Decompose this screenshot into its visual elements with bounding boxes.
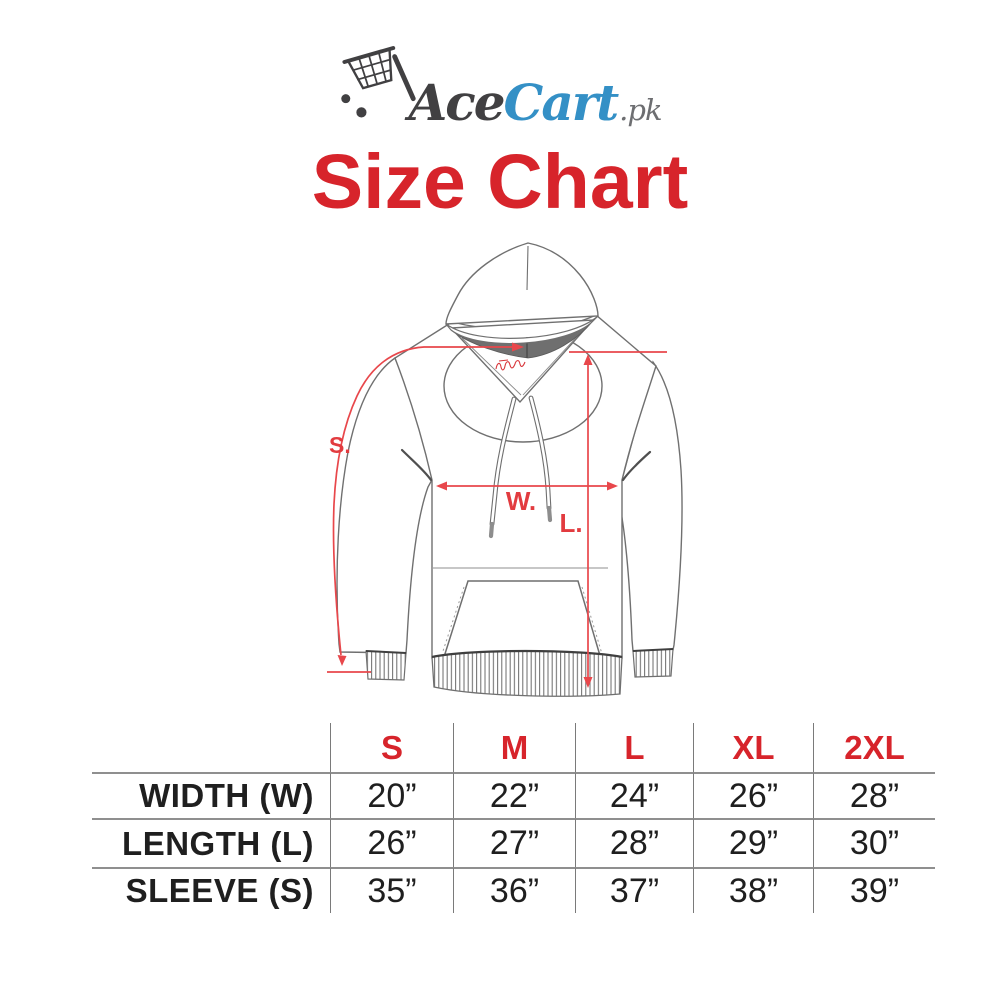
width-value-s: 20” bbox=[330, 772, 453, 818]
width-value-l: 24” bbox=[575, 772, 693, 818]
sleeve-value-xl: 38” bbox=[693, 867, 813, 913]
brand-logo: Ace Cart .pk bbox=[0, 40, 1000, 128]
brand-text: Ace Cart .pk bbox=[408, 73, 662, 132]
drawstrings bbox=[488, 395, 553, 539]
length-measure-label: L. bbox=[559, 508, 582, 538]
size-col-header-xl: XL bbox=[693, 723, 813, 772]
corner-cell bbox=[92, 723, 330, 772]
brand-suffix: .pk bbox=[619, 93, 662, 127]
length-value-s: 26” bbox=[330, 818, 453, 867]
width-measure-label: W. bbox=[506, 486, 536, 516]
hem-ribbing bbox=[431, 649, 623, 697]
hood bbox=[445, 242, 599, 325]
length-value-xl: 29” bbox=[693, 818, 813, 867]
width-value-xl: 26” bbox=[693, 772, 813, 818]
size-col-header-2xl: 2XL bbox=[813, 723, 935, 772]
kangaroo-pocket bbox=[442, 580, 603, 660]
measurement-lines bbox=[327, 346, 667, 679]
size-col-header-l: L bbox=[575, 723, 693, 772]
length-value-m: 27” bbox=[453, 818, 575, 867]
size-table: S M L XL 2XL WIDTH (W) 20” 22” 24” 26” 2… bbox=[92, 723, 935, 913]
size-col-header-m: M bbox=[453, 723, 575, 772]
width-value-m: 22” bbox=[453, 772, 575, 818]
measurement-arrowheads bbox=[337, 342, 618, 688]
page-title: Size Chart bbox=[311, 139, 689, 225]
row-label-sleeve: SLEEVE (S) bbox=[92, 867, 330, 913]
row-label-length: LENGTH (L) bbox=[92, 818, 330, 867]
length-value-2xl: 30” bbox=[813, 818, 935, 867]
hoodie-sleeves bbox=[336, 356, 683, 654]
sleeve-value-2xl: 39” bbox=[813, 867, 935, 913]
size-col-header-s: S bbox=[330, 723, 453, 772]
sleeve-value-s: 35” bbox=[330, 867, 453, 913]
brand-main: Cart bbox=[503, 73, 620, 132]
sleeve-measure-label: S. bbox=[329, 432, 351, 458]
brand-prefix: Ace bbox=[408, 73, 505, 132]
hood-rim bbox=[445, 315, 599, 345]
width-value-2xl: 28” bbox=[813, 772, 935, 818]
shopping-cart-icon bbox=[341, 46, 417, 118]
sleeve-value-m: 36” bbox=[453, 867, 575, 913]
length-value-l: 28” bbox=[575, 818, 693, 867]
sleeve-value-l: 37” bbox=[575, 867, 693, 913]
row-label-width: WIDTH (W) bbox=[92, 772, 330, 818]
cuff-ribbing bbox=[365, 648, 674, 681]
collar-brand-script bbox=[495, 359, 526, 371]
armpit-seams bbox=[400, 448, 652, 482]
